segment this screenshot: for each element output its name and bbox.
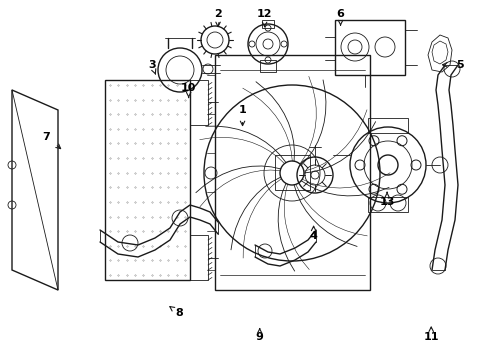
Bar — [190, 235, 208, 280]
Text: 4: 4 — [310, 231, 318, 241]
Bar — [262, 20, 274, 28]
Text: 3: 3 — [148, 60, 156, 70]
Text: 12: 12 — [257, 9, 272, 19]
Text: 9: 9 — [256, 332, 264, 342]
Bar — [215, 55, 370, 290]
Circle shape — [311, 171, 319, 179]
Bar — [190, 80, 208, 125]
Text: 2: 2 — [214, 9, 222, 19]
Text: 11: 11 — [423, 332, 439, 342]
Bar — [368, 118, 408, 133]
Text: 6: 6 — [337, 9, 344, 19]
Text: 7: 7 — [43, 132, 50, 142]
Bar — [260, 60, 276, 72]
Circle shape — [280, 161, 304, 185]
Bar — [275, 155, 310, 190]
Text: 10: 10 — [181, 83, 196, 93]
Text: 5: 5 — [456, 60, 464, 70]
Text: 8: 8 — [175, 308, 183, 318]
Bar — [105, 80, 190, 280]
Bar — [335, 20, 405, 75]
Text: 1: 1 — [239, 105, 246, 115]
Text: 13: 13 — [379, 197, 395, 207]
Bar — [368, 197, 408, 212]
